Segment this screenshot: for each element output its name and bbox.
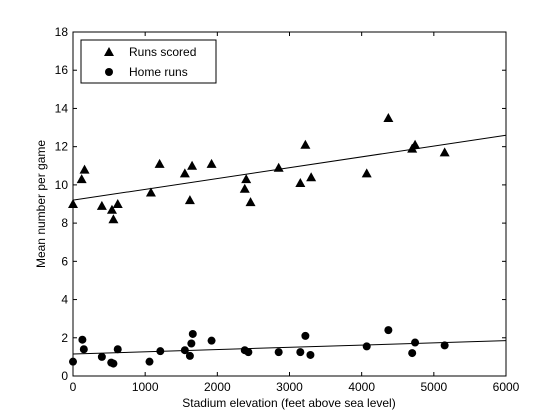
x-tick-label-1: 1000 [132, 380, 159, 394]
x-axis-title: Stadium elevation (feet above sea level) [182, 396, 395, 410]
y-tick-label-1: 2 [61, 331, 68, 345]
data-point-1-7 [145, 357, 154, 366]
data-point-1-15 [244, 348, 253, 357]
data-point-0-2 [79, 164, 90, 174]
data-point-1-10 [185, 351, 194, 360]
legend-label-0: Runs scored [129, 45, 196, 59]
data-point-0-9 [179, 168, 190, 178]
data-point-0-24 [439, 147, 450, 157]
plot-area [68, 113, 507, 368]
data-point-1-12 [188, 329, 197, 338]
data-point-1-2 [79, 345, 88, 354]
y-tick-label-2: 4 [61, 293, 68, 307]
data-point-0-15 [245, 197, 256, 207]
y-tick-label-7: 14 [55, 101, 69, 115]
data-point-0-12 [206, 158, 217, 168]
axes: 0 1000 2000 3000 4000 5000 6000 0 2 4 6 8 10 12 14 16 18 [55, 25, 520, 394]
data-point-1-24 [440, 341, 449, 350]
x-tick-label-2: 2000 [204, 380, 231, 394]
data-point-0-3 [96, 200, 107, 210]
y-axis-title: Mean number per game [34, 140, 48, 268]
data-point-0-14 [241, 174, 252, 184]
data-point-1-9 [180, 346, 189, 355]
y-tick-label-3: 6 [61, 254, 68, 268]
series-0 [68, 113, 507, 224]
y-tick-label-4: 8 [61, 216, 68, 230]
y-tick-label-6: 12 [55, 140, 69, 154]
data-point-1-6 [113, 345, 122, 354]
legend-label-1: Home runs [129, 65, 188, 79]
x-tick-label-6: 6000 [493, 380, 520, 394]
data-point-1-20 [362, 342, 371, 351]
trend-line-0 [72, 134, 507, 201]
legend-marker-0 [104, 47, 114, 56]
y-tick-label-5: 10 [55, 178, 69, 192]
trend-line-1 [72, 340, 507, 355]
data-point-1-13 [207, 336, 216, 345]
data-point-1-22 [408, 349, 417, 358]
data-point-0-11 [187, 160, 198, 170]
data-point-1-5 [109, 359, 118, 368]
data-point-0-8 [154, 158, 165, 168]
data-point-0-13 [239, 183, 250, 193]
data-point-0-16 [273, 162, 284, 172]
legend-box [80, 39, 217, 84]
data-point-0-1 [76, 174, 87, 184]
data-point-0-5 [108, 214, 119, 224]
data-point-1-23 [411, 338, 420, 347]
data-point-1-19 [306, 350, 315, 359]
x-tick-label-5: 5000 [420, 380, 447, 394]
data-point-1-18 [301, 331, 310, 340]
y-tick-label-8: 16 [55, 63, 69, 77]
data-point-0-23 [410, 139, 421, 149]
legend-marker-1 [105, 68, 113, 76]
data-point-1-11 [187, 339, 196, 348]
data-point-0-4 [106, 204, 117, 214]
y-tick-label-9: 18 [55, 25, 69, 39]
data-point-0-10 [184, 195, 195, 205]
x-tick-label-4: 4000 [348, 380, 375, 394]
legend: Runs scored Home runs [80, 39, 217, 84]
data-point-0-21 [383, 113, 394, 122]
data-point-1-1 [78, 335, 87, 344]
series-1 [69, 326, 507, 368]
data-point-1-16 [274, 348, 283, 357]
x-tick-label-3: 3000 [276, 380, 303, 394]
data-point-0-7 [145, 187, 156, 197]
data-point-0-19 [306, 172, 317, 182]
y-tick-label-0: 0 [61, 369, 68, 383]
data-point-1-8 [156, 347, 165, 356]
data-point-1-3 [97, 352, 106, 361]
data-point-0-17 [295, 177, 306, 187]
data-point-0-20 [361, 168, 372, 178]
data-point-1-21 [384, 326, 393, 335]
data-point-1-17 [296, 348, 305, 357]
data-point-0-6 [112, 199, 123, 208]
x-tick-label-0: 0 [70, 380, 77, 394]
data-point-0-18 [300, 139, 311, 149]
